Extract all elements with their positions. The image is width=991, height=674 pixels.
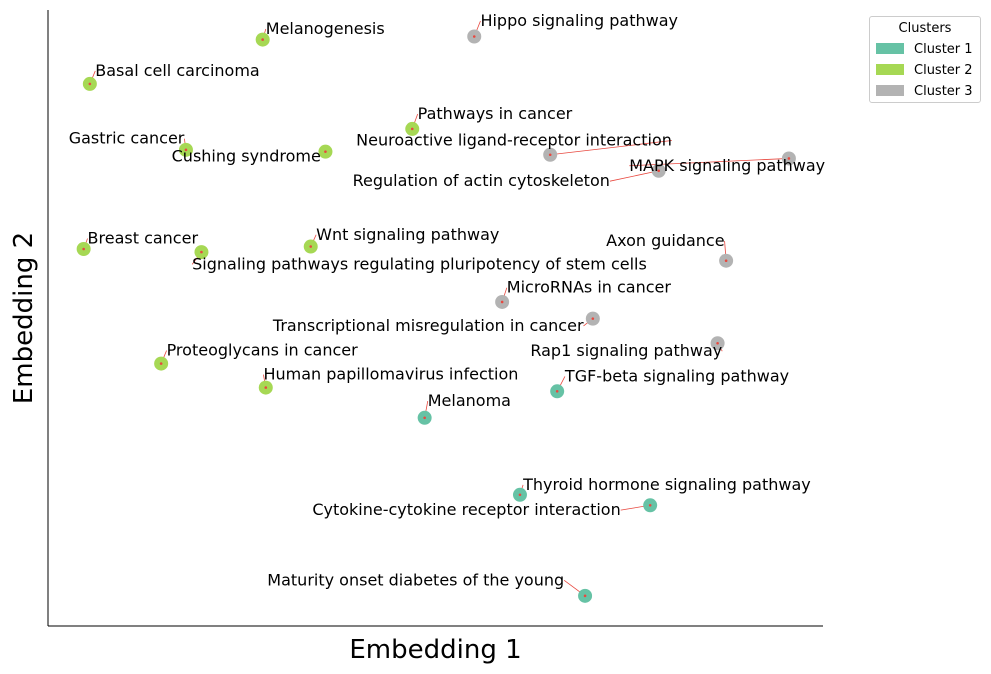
arrow-tip-proteoglycans-in-cancer — [159, 362, 163, 365]
connector-neuroactive-ligand-receptor-interaction — [550, 140, 672, 156]
label-tgf-beta-signaling-pathway: TGF-beta signaling pathway — [564, 366, 789, 385]
legend-title: Clusters — [898, 21, 952, 36]
label-pathways-in-cancer: Pathways in cancer — [418, 104, 573, 123]
label-maturity-onset-diabetes-of-the-young: Maturity onset diabetes of the young — [267, 570, 564, 589]
legend-item-cluster-3: Cluster 3 — [876, 84, 973, 100]
arrow-tip-basal-cell-carcinoma — [88, 82, 92, 86]
point-labels: TGF-beta signaling pathway Melanoma Thyroi… — [69, 11, 825, 589]
arrow-tip-neuroactive-ligand-receptor-interaction — [548, 153, 552, 157]
y-axis-label: Embedding 2 — [9, 232, 39, 404]
arrow-tip-micrornas-in-cancer — [500, 300, 504, 304]
arrow-tip-cushing-syndrome — [324, 150, 327, 153]
legend-item-cluster-1: Cluster 1 — [876, 42, 973, 58]
arrow-tip-maturity-onset-diabetes-of-the-young — [583, 594, 587, 598]
arrow-tip-cytokine-cytokine-receptor-interaction — [648, 503, 652, 507]
label-cushing-syndrome: Cushing syndrome — [172, 147, 321, 166]
arrow-tip-hippo-signaling-pathway — [472, 35, 476, 38]
label-gastric-cancer: Gastric cancer — [69, 129, 185, 148]
label-thyroid-hormone-signaling-pathway: Thyroid hormone signaling pathway — [522, 475, 811, 494]
arrow-tip-regulation-of-actin-cytoskeleton — [657, 169, 660, 173]
label-proteoglycans-in-cancer: Proteoglycans in cancer — [167, 341, 359, 360]
legend-label-cluster-1: Cluster 1 — [914, 42, 973, 57]
arrow-tip-transcriptional-misregulation-in-cancer — [591, 317, 595, 320]
label-melanogenesis: Melanogenesis — [266, 19, 385, 38]
arrow-tip-tgf-beta-signaling-pathway — [555, 390, 559, 393]
connector-regulation-of-actin-cytoskeleton — [609, 170, 659, 182]
arrow-tip-human-papillomavirus-infection — [264, 386, 268, 389]
arrow-tip-gastric-cancer — [184, 148, 188, 152]
label-wnt-signaling-pathway: Wnt signaling pathway — [316, 225, 499, 244]
legend-item-cluster-2: Cluster 2 — [876, 63, 973, 79]
arrow-tip-breast-cancer — [82, 247, 85, 251]
label-regulation-of-actin-cytoskeleton: Regulation of actin cytoskeleton — [353, 171, 610, 190]
legend: Clusters Cluster 1 Cluster 2 Cluster 3 — [869, 16, 981, 103]
label-rap1-signaling-pathway: Rap1 signaling pathway — [530, 341, 722, 360]
label-micrornas-in-cancer: MicroRNAs in cancer — [507, 278, 672, 297]
label-hippo-signaling-pathway: Hippo signaling pathway — [480, 11, 678, 30]
x-axis-label: Embedding 1 — [349, 635, 521, 665]
label-cytokine-cytokine-receptor-interaction: Cytokine-cytokine receptor interaction — [312, 500, 620, 519]
arrow-tip-melanogenesis — [261, 38, 264, 41]
label-breast-cancer: Breast cancer — [88, 228, 199, 247]
data-points — [76, 29, 796, 603]
arrow-tip-wnt-signaling-pathway — [309, 245, 313, 248]
arrow-tip-melanoma — [423, 416, 426, 420]
label-human-papillomavirus-infection: Human papillomavirus infection — [263, 365, 518, 384]
label-melanoma: Melanoma — [428, 391, 511, 410]
label-axon-guidance: Axon guidance — [606, 231, 724, 250]
legend-swatch-cluster-2 — [876, 64, 904, 75]
arrow-tip-pathways-in-cancer — [410, 127, 414, 131]
label-transcriptional-misregulation-in-cancer: Transcriptional misregulation in cancer — [272, 316, 584, 335]
label-neuroactive-ligand-receptor-interaction: Neuroactive ligand-receptor interaction — [356, 131, 672, 150]
legend-swatch-cluster-1 — [876, 43, 904, 54]
legend-label-cluster-2: Cluster 2 — [914, 63, 973, 78]
legend-label-cluster-3: Cluster 3 — [914, 84, 973, 99]
label-mapk-signaling-pathway: MAPK signaling pathway — [629, 156, 825, 175]
legend-swatch-cluster-3 — [876, 85, 904, 96]
arrow-tip-rap1-signaling-pathway — [716, 341, 719, 345]
arrow-tip-axon-guidance — [724, 259, 728, 263]
arrow-tip-mapk-signaling-pathway — [787, 157, 791, 160]
arrow-tip-signaling-pathways-regulating-pluripotency-of-stem-cells — [200, 250, 203, 254]
label-signaling-pathways-regulating-pluripotency-of-stem-cells: Signaling pathways regulating pluripoten… — [192, 254, 647, 273]
arrow-tip-thyroid-hormone-signaling-pathway — [518, 493, 522, 497]
label-basal-cell-carcinoma: Basal cell carcinoma — [95, 61, 259, 80]
